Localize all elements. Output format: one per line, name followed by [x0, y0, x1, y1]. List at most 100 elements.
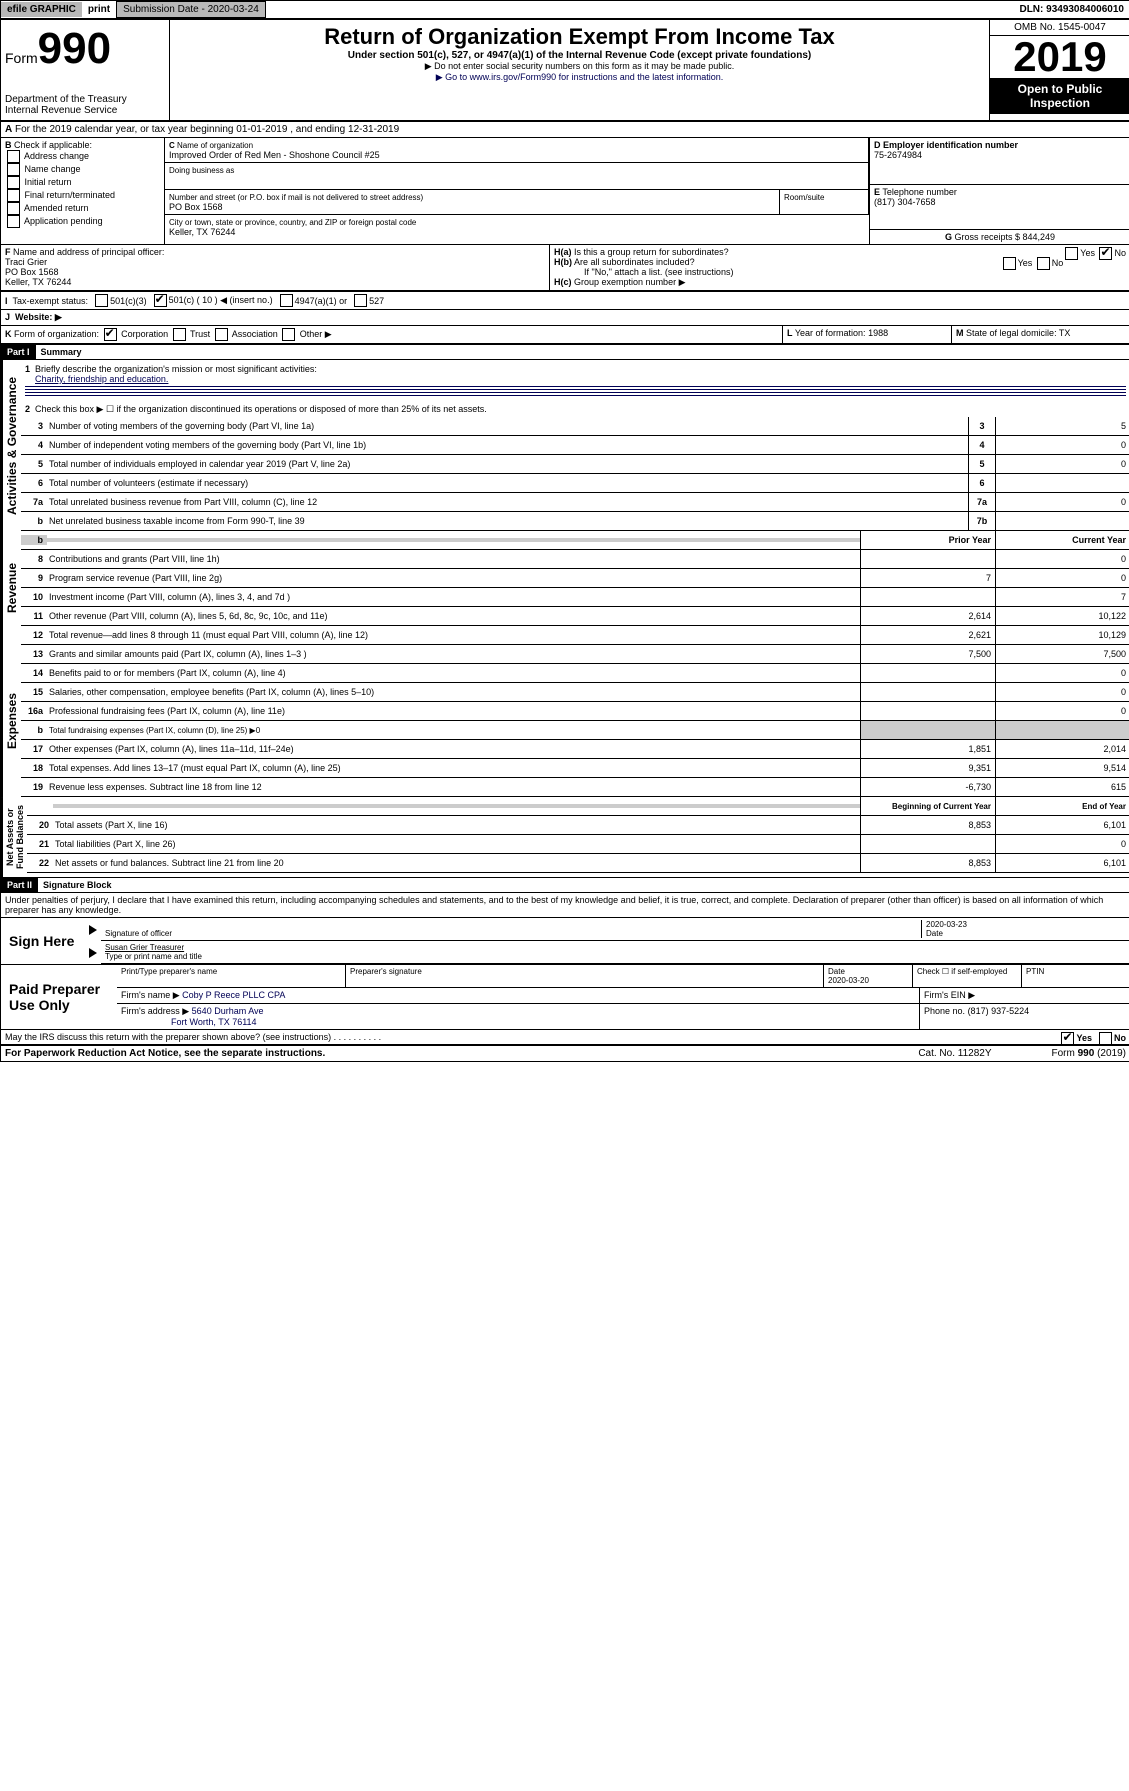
self-emp-label: Check ☐ if self-employed: [913, 965, 1022, 987]
opt-501c3[interactable]: 501(c)(3): [110, 296, 147, 306]
l8-text: Contributions and grants (Part VIII, lin…: [47, 552, 860, 566]
paid-label: Paid Preparer Use Only: [1, 965, 117, 1029]
l22-py: 8,853: [860, 854, 995, 872]
col-begin: Beginning of Current Year: [860, 797, 995, 815]
l13-cy: 7,500: [995, 645, 1129, 663]
opt-initial[interactable]: Initial return: [25, 177, 72, 187]
arrow-icon: [89, 925, 97, 935]
l19-py: -6,730: [860, 778, 995, 796]
sign-here-label: Sign Here: [1, 918, 87, 964]
gross-value: 844,249: [1023, 232, 1056, 242]
officer-addr2: Keller, TX 76244: [5, 277, 71, 287]
l14-cy: 0: [995, 664, 1129, 682]
l9-cy: 0: [995, 569, 1129, 587]
efile-label[interactable]: efile GRAPHIC: [1, 2, 82, 17]
paid-preparer-block: Paid Preparer Use Only Print/Type prepar…: [1, 965, 1129, 1030]
firm-ein-label: Firm's EIN ▶: [920, 988, 1129, 1003]
l13-py: 7,500: [860, 645, 995, 663]
opt-527[interactable]: 527: [369, 296, 384, 306]
l21-py: [860, 835, 995, 853]
l7a-val: 0: [995, 493, 1129, 511]
opt-501c[interactable]: 501(c) ( 10 ) ◀ (insert no.): [169, 295, 273, 306]
opt-final[interactable]: Final return/terminated: [25, 190, 116, 200]
l14-py: [860, 664, 995, 682]
print-button[interactable]: print: [82, 2, 116, 17]
sig-date-label: Date: [926, 929, 943, 938]
opt-address-change[interactable]: Address change: [24, 151, 89, 161]
vert-activities: Activities & Governance: [1, 360, 21, 531]
l1-value: Charity, friendship and education.: [35, 374, 168, 384]
vert-expenses: Expenses: [1, 645, 21, 797]
dept-label: Department of the Treasury Internal Reve…: [5, 94, 165, 116]
section-fh: F Name and address of principal officer:…: [1, 245, 1129, 291]
sig-officer-label: Signature of officer: [105, 929, 172, 938]
opt-trust[interactable]: Trust: [190, 329, 210, 339]
dln-label: DLN: 93493084006010: [1013, 2, 1129, 17]
addr-label: Number and street (or P.O. box if mail i…: [169, 193, 423, 202]
l21-cy: 0: [995, 835, 1129, 853]
opt-amended[interactable]: Amended return: [24, 203, 89, 213]
page-footer: For Paperwork Reduction Act Notice, see …: [1, 1046, 1129, 1061]
opt-pending[interactable]: Application pending: [24, 216, 103, 226]
form-990-page: efile GRAPHIC print Submission Date - 20…: [0, 0, 1129, 1062]
opt-assoc[interactable]: Association: [232, 329, 278, 339]
opt-name-change[interactable]: Name change: [25, 164, 81, 174]
expenses-section: Expenses 13Grants and similar amounts pa…: [1, 645, 1129, 797]
l15-cy: 0: [995, 683, 1129, 701]
sig-date: 2020-03-23: [926, 920, 967, 929]
l6-text: Total number of volunteers (estimate if …: [47, 476, 968, 490]
firm-addr-label: Firm's address ▶: [121, 1006, 189, 1016]
open-public: Open to Public Inspection: [990, 78, 1129, 114]
l11-py: 2,614: [860, 607, 995, 625]
l16a-text: Professional fundraising fees (Part IX, …: [47, 704, 860, 718]
l12-py: 2,621: [860, 626, 995, 644]
ptin-label: PTIN: [1022, 965, 1129, 987]
tax-year: 2019: [990, 36, 1129, 78]
footer-left: For Paperwork Reduction Act Notice, see …: [5, 1048, 325, 1059]
prep-name-label: Print/Type preparer's name: [117, 965, 346, 987]
opt-corp[interactable]: Corporation: [121, 329, 168, 339]
l8-cy: 0: [995, 550, 1129, 568]
officer-addr1: PO Box 1568: [5, 267, 59, 277]
prep-date-label: Date: [828, 967, 845, 976]
year-form-label: Year of formation:: [795, 328, 866, 338]
ha-label: Is this a group return for subordinates?: [574, 247, 729, 257]
sign-here-block: Sign Here Signature of officer 2020-03-2…: [1, 918, 1129, 965]
netassets-section: Net Assets orFund Balances Beginning of …: [1, 797, 1129, 877]
l20-cy: 6,101: [995, 816, 1129, 834]
l17-py: 1,851: [860, 740, 995, 758]
col-end: End of Year: [995, 797, 1129, 815]
l21-text: Total liabilities (Part X, line 26): [53, 837, 860, 851]
l2-text: Check this box ▶ ☐ if the organization d…: [35, 404, 487, 414]
room-label: Room/suite: [784, 193, 824, 202]
discuss-question: May the IRS discuss this return with the…: [1, 1030, 1129, 1046]
l11-cy: 10,122: [995, 607, 1129, 625]
firm-name: Coby P Reece PLLC CPA: [182, 990, 285, 1000]
l10-py: [860, 588, 995, 606]
arrow-icon: [89, 948, 97, 958]
l1-text: Briefly describe the organization's miss…: [35, 364, 317, 374]
officer-label: Name and address of principal officer:: [13, 247, 164, 257]
prep-date: 2020-03-20: [828, 976, 869, 985]
top-bar: efile GRAPHIC print Submission Date - 20…: [1, 1, 1129, 20]
l3-text: Number of voting members of the governin…: [47, 419, 968, 433]
hb-label: Are all subordinates included?: [574, 257, 695, 267]
form-header: Form990 Department of the Treasury Inter…: [1, 20, 1129, 122]
phone-value: (817) 304-7658: [874, 197, 936, 207]
firm-phone-label: Phone no.: [924, 1006, 965, 1016]
l7b-text: Net unrelated business taxable income fr…: [47, 514, 968, 528]
l16a-cy: 0: [995, 702, 1129, 720]
l4-val: 0: [995, 436, 1129, 454]
l22-text: Net assets or fund balances. Subtract li…: [53, 856, 860, 870]
activities-governance: Activities & Governance 1 Briefly descri…: [1, 360, 1129, 531]
opt-other[interactable]: Other ▶: [300, 329, 332, 339]
col-prior: Prior Year: [860, 531, 995, 549]
opt-4947[interactable]: 4947(a)(1) or: [295, 296, 348, 306]
city-label: City or town, state or province, country…: [169, 218, 416, 227]
l17-cy: 2,014: [995, 740, 1129, 758]
l18-text: Total expenses. Add lines 13–17 (must eq…: [47, 761, 860, 775]
firm-addr1: 5640 Durham Ave: [192, 1006, 264, 1016]
l15-py: [860, 683, 995, 701]
state-val: TX: [1059, 328, 1071, 338]
l6-val: [995, 474, 1129, 492]
